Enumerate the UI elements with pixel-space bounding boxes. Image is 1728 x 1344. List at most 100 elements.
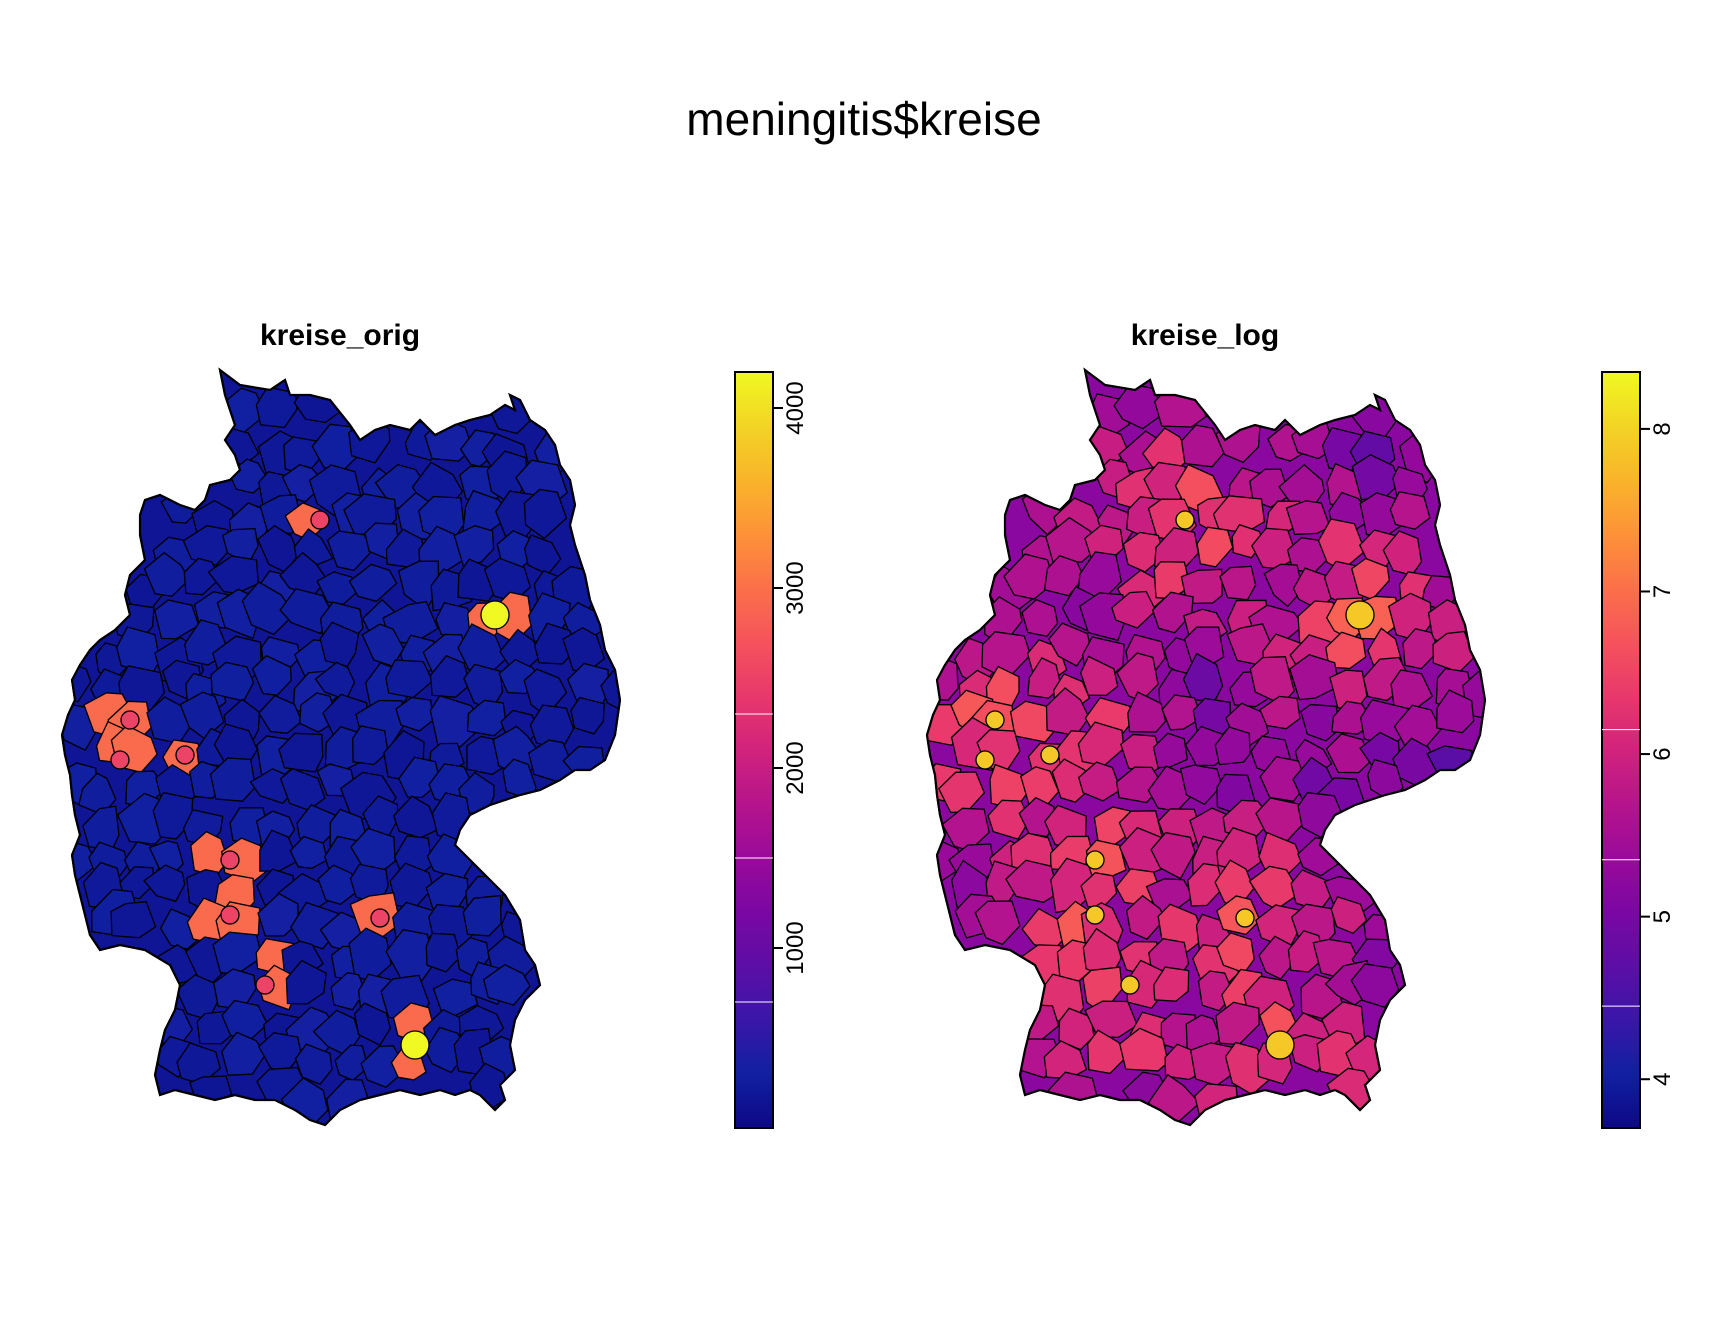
district-polygon — [289, 835, 329, 869]
district-polygon — [1118, 1027, 1169, 1072]
district-polygon — [570, 696, 606, 735]
district-polygon — [1125, 894, 1166, 940]
district-polygon — [1350, 963, 1400, 1008]
district-polygon — [241, 581, 296, 636]
district-polygon — [258, 694, 303, 734]
district-polygon — [352, 725, 389, 766]
district-hotspot — [1175, 510, 1195, 530]
district-polygon — [294, 1043, 333, 1085]
district-polygon — [1259, 695, 1301, 730]
district-hotspot — [480, 600, 510, 630]
legend-tick-label: 2000 — [782, 741, 809, 794]
district-polygon — [974, 900, 1021, 946]
district-polygon — [987, 799, 1031, 840]
district-polygon — [1111, 590, 1157, 629]
district-polygon — [1087, 1029, 1129, 1075]
legend-tick-label: 1000 — [782, 921, 809, 974]
legend-tick-label: 6 — [1649, 747, 1676, 760]
district-polygon — [1152, 732, 1189, 769]
district-polygon — [1048, 622, 1091, 667]
district-polygon — [1436, 689, 1475, 734]
district-polygon — [316, 571, 361, 605]
district-polygon — [317, 864, 361, 906]
district-boundaries-log — [927, 381, 1485, 1125]
district-polygon — [1285, 500, 1331, 536]
legend-color-bar — [734, 371, 774, 1129]
district-polygon — [1180, 424, 1225, 468]
legend-color-bar — [1601, 371, 1641, 1129]
district-polygon — [1219, 565, 1257, 601]
color-legend-orig: 1000 2000 3000 4000 — [734, 371, 809, 1129]
district-polygon — [1402, 627, 1440, 670]
district-polygon — [251, 655, 292, 696]
district-polygon — [1289, 653, 1340, 701]
district-polygon — [429, 655, 471, 698]
district-polygon — [1263, 563, 1304, 608]
district-polygon — [1187, 862, 1224, 907]
legend-tick-label: 3000 — [782, 561, 809, 614]
district-polygon — [1462, 670, 1485, 720]
district-hotspot — [975, 750, 995, 770]
district-polygon — [1180, 568, 1223, 605]
district-polygon — [285, 959, 327, 1005]
map-kreise-log — [925, 367, 1487, 1127]
district-polygon — [143, 864, 186, 903]
district-polygon — [1122, 531, 1165, 573]
district-polygon — [348, 563, 398, 603]
district-polygon — [152, 791, 194, 840]
district-polygon — [1287, 930, 1325, 973]
district-polygon — [1150, 831, 1196, 880]
legend-tick-label: 8 — [1649, 422, 1676, 435]
district-polygon — [1214, 726, 1251, 766]
district-polygon — [354, 1002, 392, 1046]
district-polygon — [279, 588, 334, 635]
district-hotspot — [1120, 975, 1140, 995]
district-polygon — [523, 488, 568, 540]
district-polygon — [1018, 796, 1056, 838]
district-polygon — [1080, 655, 1119, 697]
district-hotspot — [370, 908, 390, 928]
district-polygon — [453, 525, 495, 568]
district-hotspot — [110, 750, 130, 770]
district-polygon — [1045, 516, 1102, 564]
district-polygon — [1153, 966, 1190, 1002]
district-polygon — [1330, 896, 1368, 935]
district-polygon — [110, 901, 157, 939]
district-polygon — [534, 622, 578, 665]
district-polygon — [326, 530, 374, 572]
legend-tick-label: 4 — [1649, 1073, 1676, 1086]
district-polygon — [1077, 761, 1122, 802]
district-hotspot — [1265, 1030, 1295, 1060]
district-polygon — [1005, 859, 1059, 903]
panel-title-log: kreise_log — [1131, 319, 1279, 352]
district-polygon — [319, 621, 360, 667]
legend-tick-label: 4000 — [782, 381, 809, 434]
district-polygon — [1026, 657, 1062, 699]
legend-tick-label: 7 — [1649, 585, 1676, 598]
district-hotspot — [120, 710, 140, 730]
panel-title-orig: kreise_orig — [260, 319, 420, 352]
district-hotspot — [1085, 850, 1105, 870]
district-polygon — [221, 1031, 267, 1076]
district-polygon — [209, 757, 256, 802]
district-polygon — [1084, 1000, 1139, 1039]
district-polygon — [462, 894, 502, 937]
germany-border — [60, 367, 622, 1127]
district-hotspot — [175, 745, 195, 765]
district-hotspot — [220, 905, 240, 925]
district-polygon — [1259, 755, 1308, 803]
district-polygon — [1196, 526, 1234, 568]
district-polygon — [143, 551, 191, 597]
district-polygon — [1179, 764, 1223, 806]
germany-border — [925, 367, 1487, 1127]
district-hotspot — [1345, 600, 1375, 630]
district-polygon — [482, 963, 531, 1006]
district-polygon — [330, 972, 366, 1011]
district-polygon — [1021, 598, 1059, 638]
district-polygon — [1325, 733, 1371, 774]
district-hotspot — [220, 850, 240, 870]
district-polygon — [1127, 691, 1167, 733]
district-hotspot — [1235, 908, 1255, 928]
color-legend-log: 4 5 6 7 8 — [1601, 371, 1676, 1129]
district-polygon — [1151, 591, 1194, 634]
